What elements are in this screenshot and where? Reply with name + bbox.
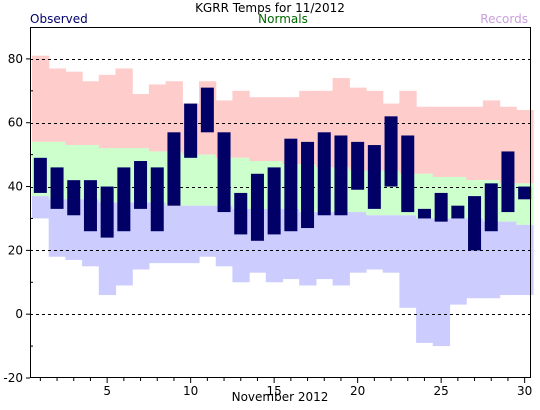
- x-tick-label-15: 15: [267, 384, 282, 398]
- record-high-band-day-15: [265, 97, 284, 162]
- observed-bar-day-25: [434, 192, 448, 222]
- record-low-band-day-19: [332, 212, 350, 286]
- record-high-band-day-24: [416, 106, 434, 174]
- y-tick-label-20: 20: [8, 243, 23, 257]
- record-high-band-day-26: [449, 106, 467, 177]
- record-high-band-day-27: [466, 106, 484, 181]
- record-low-band-day-10: [182, 205, 200, 264]
- y-tick-label-0: 0: [15, 307, 23, 321]
- observed-bar-day-30: [518, 186, 532, 200]
- observed-bar-day-19: [334, 135, 348, 216]
- observed-bar-day-11: [200, 87, 214, 133]
- record-low-band-day-18: [315, 212, 334, 280]
- x-tick-label-10: 10: [183, 384, 198, 398]
- record-low-band-day-23: [399, 215, 417, 308]
- legend-records: Records: [480, 12, 528, 26]
- observed-bar-day-20: [351, 141, 365, 190]
- plot-area: -20 0 20 40 60 80 5 10 15 20 25 30: [3, 27, 534, 398]
- record-low-band-day-11: [199, 205, 217, 257]
- observed-bar-day-9: [167, 132, 181, 206]
- x-tick-label-25: 25: [434, 384, 449, 398]
- observed-bar-day-17: [301, 141, 315, 229]
- observed-bar-day-18: [317, 132, 331, 216]
- record-low-band-day-12: [215, 205, 233, 267]
- observed-bar-day-3: [67, 180, 81, 216]
- x-tick-label-5: 5: [103, 384, 111, 398]
- record-high-band-day-28: [482, 100, 501, 181]
- observed-bar-day-7: [134, 161, 148, 209]
- record-high-band-day-30: [516, 109, 534, 184]
- record-low-band-day-24: [416, 218, 434, 343]
- record-low-band-day-20: [349, 212, 367, 273]
- record-low-band-day-17: [299, 212, 317, 286]
- record-low-band-day-28: [482, 221, 501, 299]
- record-high-band-day-7: [132, 94, 150, 149]
- record-high-band-day-1: [32, 55, 50, 142]
- record-low-band-day-9: [165, 205, 183, 264]
- x-tick-label-20: 20: [350, 384, 365, 398]
- record-high-band-day-3: [65, 71, 83, 146]
- observed-bar-day-16: [284, 138, 298, 232]
- observed-bar-day-1: [33, 157, 47, 193]
- observed-bar-day-8: [150, 167, 164, 232]
- normal-band-day-10: [182, 154, 200, 206]
- observed-bar-day-27: [468, 196, 482, 251]
- record-low-band-day-2: [48, 199, 66, 257]
- record-low-band-day-30: [516, 224, 534, 296]
- record-high-band-day-4: [82, 81, 100, 146]
- observed-bar-day-15: [267, 167, 281, 235]
- normal-band-day-24: [416, 173, 434, 219]
- observed-bar-day-24: [417, 208, 431, 219]
- observed-bar-day-29: [501, 151, 515, 213]
- legend-observed: Observed: [30, 12, 88, 26]
- record-low-band-day-22: [382, 215, 400, 273]
- y-tick-label-40: 40: [8, 180, 23, 194]
- record-low-band-day-1: [32, 196, 50, 219]
- observed-bar-day-12: [217, 132, 231, 213]
- record-low-band-day-21: [366, 215, 384, 270]
- observed-bar-day-28: [484, 183, 498, 232]
- observed-bar-day-14: [250, 173, 264, 241]
- record-low-band-day-29: [499, 221, 517, 296]
- x-axis-label: November 2012: [232, 390, 329, 404]
- record-high-band-day-6: [115, 68, 133, 149]
- record-low-band-day-25: [432, 218, 451, 347]
- record-high-band-day-14: [249, 97, 267, 162]
- normal-band-day-11: [199, 154, 217, 206]
- observed-bar-day-10: [184, 103, 198, 158]
- observed-bar-day-6: [117, 167, 131, 232]
- record-high-band-day-25: [432, 106, 451, 177]
- observed-bar-day-2: [50, 167, 64, 209]
- observed-bar-day-26: [451, 205, 465, 219]
- observed-bar-day-21: [367, 145, 381, 209]
- y-tick-label--20: -20: [3, 371, 23, 385]
- observed-bar-day-4: [83, 180, 97, 232]
- y-tick-label-60: 60: [8, 116, 23, 130]
- record-high-band-day-8: [148, 84, 167, 152]
- y-tick-label-80: 80: [8, 52, 23, 66]
- record-high-band-day-13: [232, 90, 250, 158]
- record-low-band-day-26: [449, 218, 467, 305]
- observed-bar-day-23: [401, 135, 415, 213]
- x-tick-label-30: 30: [517, 384, 532, 398]
- legend-normals: Normals: [258, 12, 308, 26]
- observed-bar-day-22: [384, 116, 398, 187]
- observed-bar-day-13: [234, 192, 248, 235]
- record-low-band-day-7: [132, 202, 150, 270]
- record-high-band-day-2: [48, 68, 66, 142]
- chart-title: KGRR Temps for 11/2012: [195, 1, 345, 15]
- plot-frame: [30, 27, 531, 378]
- observed-bar-day-5: [100, 186, 114, 238]
- record-high-band-day-5: [98, 74, 117, 149]
